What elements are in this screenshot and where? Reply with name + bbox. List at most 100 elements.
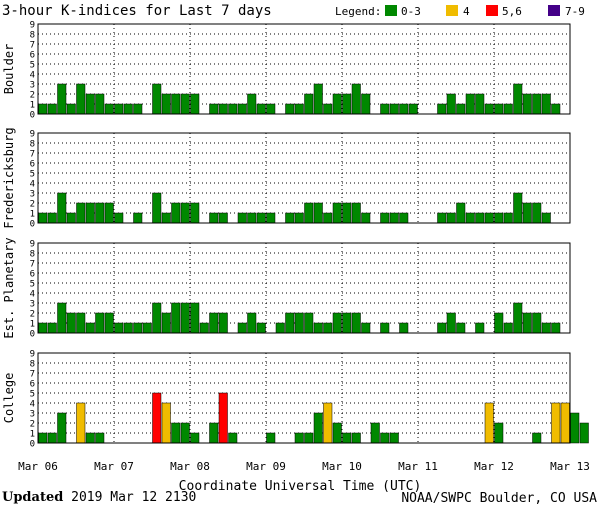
kp-bar [351, 312, 361, 334]
y-tick-label: 2 [30, 310, 35, 320]
panel-label: Est. Planetary [2, 237, 16, 338]
kp-bar [551, 103, 561, 115]
y-tick-label: 9 [30, 21, 35, 31]
kp-bar [503, 212, 513, 224]
x-axis-label: Coordinate Universal Time (UTC) [179, 479, 422, 494]
kp-bar [361, 322, 371, 334]
kp-bar [494, 312, 504, 334]
kp-bar [85, 432, 95, 444]
y-tick-label: 6 [30, 160, 35, 170]
kp-bar [38, 212, 48, 224]
kp-bar [266, 432, 276, 444]
kp-bar [152, 392, 162, 444]
legend-swatch-7-9 [548, 5, 560, 16]
kp-bar [76, 202, 86, 224]
kp-bar [513, 192, 523, 224]
kp-bar [522, 312, 532, 334]
x-tick-label: Mar 12 [474, 460, 514, 473]
kp-bar [218, 392, 228, 444]
y-tick-label: 0 [30, 111, 35, 121]
kp-bar [437, 322, 447, 334]
kp-bar [532, 312, 542, 334]
panel-label: College [2, 373, 16, 424]
kp-bar [560, 402, 570, 444]
kp-bar [76, 402, 86, 444]
kp-bar [123, 322, 133, 334]
x-tick-label: Mar 08 [170, 460, 210, 473]
kp-bar [218, 212, 228, 224]
kp-bar [209, 312, 219, 334]
kp-bar [408, 103, 418, 115]
legend-label-7-9: 7-9 [565, 5, 585, 18]
y-tick-label: 4 [30, 71, 35, 81]
kp-bar [171, 422, 181, 444]
kp-bar [446, 93, 456, 115]
kp-bar [313, 83, 323, 115]
kp-bar [180, 302, 190, 334]
legend-title: Legend: [335, 5, 381, 18]
kp-bar [114, 103, 124, 115]
kp-bar [247, 312, 257, 334]
y-tick-label: 6 [30, 270, 35, 280]
kp-bar [437, 103, 447, 115]
y-tick-label: 8 [30, 140, 35, 150]
kp-bar [551, 402, 561, 444]
x-tick-label: Mar 10 [322, 460, 362, 473]
y-tick-label: 7 [30, 260, 35, 270]
kp-bar [351, 202, 361, 224]
kp-bar [104, 312, 114, 334]
kp-bar [304, 93, 314, 115]
kp-bar [446, 212, 456, 224]
kp-bar [133, 103, 143, 115]
panel-frame [37, 23, 571, 115]
kp-bar [484, 103, 494, 115]
updated-value: 2019 Mar 12 2130 [71, 490, 197, 505]
kp-bar [551, 322, 561, 334]
kp-bar [532, 202, 542, 224]
x-tick-label: Mar 07 [94, 460, 134, 473]
y-tick-label: 7 [30, 150, 35, 160]
legend: Legend: 0-3 4 5,6 7-9 [335, 5, 585, 18]
kp-bar [190, 202, 200, 224]
y-tick-label: 5 [30, 61, 35, 71]
kp-bar [541, 93, 551, 115]
legend-swatch-5-6 [486, 5, 498, 16]
y-tick-label: 0 [30, 220, 35, 230]
kp-bar [209, 212, 219, 224]
kp-bar [399, 103, 409, 115]
kp-bar [541, 212, 551, 224]
kp-bar [323, 322, 333, 334]
kp-bar [389, 212, 399, 224]
y-tick-label: 8 [30, 250, 35, 260]
kp-bar [332, 202, 342, 224]
kp-bar [456, 202, 466, 224]
kp-bar [237, 322, 247, 334]
y-tick-label: 2 [30, 420, 35, 430]
kp-bar [104, 202, 114, 224]
kp-bar [161, 93, 171, 115]
kp-bar [503, 103, 513, 115]
kp-bar [104, 103, 114, 115]
y-tick-label: 4 [30, 290, 35, 300]
kp-bar [351, 83, 361, 115]
kp-bar [332, 422, 342, 444]
kp-bar [389, 103, 399, 115]
kp-bar [228, 432, 238, 444]
kp-bar [494, 103, 504, 115]
kp-bar [313, 202, 323, 224]
y-tick-label: 5 [30, 390, 35, 400]
y-tick-label: 4 [30, 400, 35, 410]
kp-bar [47, 103, 57, 115]
legend-swatch-0-3 [385, 5, 397, 16]
y-tick-label: 9 [30, 240, 35, 250]
kp-bar [389, 432, 399, 444]
kp-bar [57, 83, 67, 115]
y-tick-label: 1 [30, 320, 35, 330]
y-tick-label: 1 [30, 430, 35, 440]
chart-title: 3-hour K-indices for Last 7 days [2, 3, 272, 19]
y-tick-label: 6 [30, 51, 35, 61]
kp-bar [247, 93, 257, 115]
kp-bar [294, 312, 304, 334]
kp-bar [437, 212, 447, 224]
